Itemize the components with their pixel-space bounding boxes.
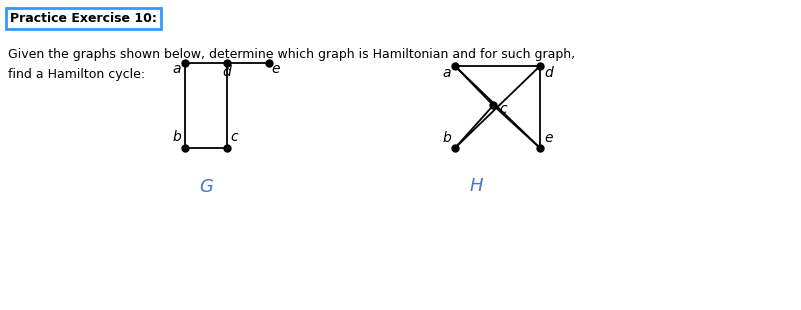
- Text: c: c: [500, 102, 507, 116]
- Text: d: d: [222, 64, 231, 78]
- Text: d: d: [544, 65, 553, 80]
- Text: a: a: [442, 65, 451, 80]
- Text: e: e: [544, 131, 553, 145]
- Text: Given the graphs shown below, determine which graph is Hamiltonian and for such : Given the graphs shown below, determine …: [8, 48, 575, 61]
- Text: b: b: [442, 131, 451, 145]
- Text: a: a: [172, 62, 181, 76]
- Text: b: b: [172, 130, 181, 144]
- Text: H: H: [469, 177, 483, 195]
- Text: e: e: [272, 62, 280, 76]
- Text: G: G: [199, 178, 213, 196]
- Text: Practice Exercise 10:: Practice Exercise 10:: [10, 12, 157, 25]
- Text: c: c: [230, 130, 238, 144]
- Text: find a Hamilton cycle:: find a Hamilton cycle:: [8, 68, 145, 81]
